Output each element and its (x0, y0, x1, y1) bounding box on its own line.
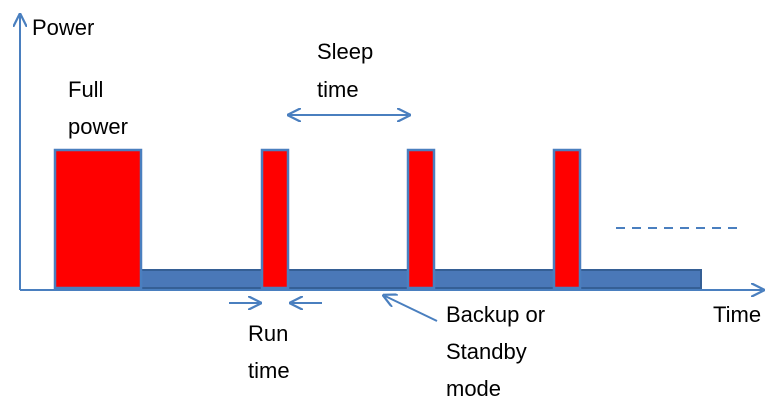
run-pulse-1 (260, 148, 290, 290)
run-time-label-line2: time (248, 358, 290, 383)
standby-label-line3: mode (446, 376, 501, 401)
sleep-time-label-line1: Sleep (317, 39, 373, 64)
full-power-pulse (53, 148, 143, 290)
run-pulse-3 (552, 148, 582, 290)
full-power-label-line1: Full (68, 77, 103, 102)
run-pulse-2 (406, 148, 436, 290)
sleep-time-label-line2: time (317, 77, 359, 102)
x-axis-label: Time (713, 302, 761, 327)
run-time-label-line1: Run (248, 321, 288, 346)
standby-label-line1: Backup or (446, 302, 545, 327)
standby-pointer-arrow (385, 296, 438, 322)
standby-label-line2: Standby (446, 339, 527, 364)
full-power-label-line2: power (68, 114, 128, 139)
y-axis-label: Power (32, 15, 94, 40)
